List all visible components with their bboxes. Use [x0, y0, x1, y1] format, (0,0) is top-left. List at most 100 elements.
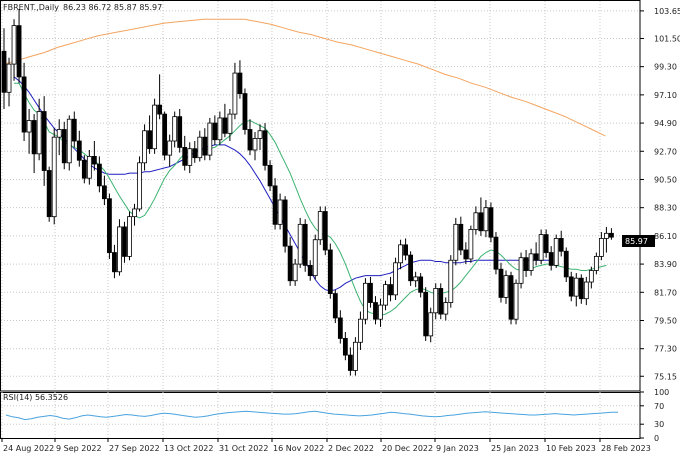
candle-body-bear — [403, 244, 409, 256]
candle-body-bear — [31, 120, 37, 155]
candle — [237, 60, 243, 99]
rsi-polyline — [5, 410, 618, 421]
candle-body-bear — [347, 354, 353, 371]
candle-body-bull — [277, 199, 283, 225]
candle-body-bear — [287, 245, 293, 282]
candle-body-bear — [282, 199, 288, 247]
candle-body-bear — [388, 284, 393, 296]
price-tick-label: 99.30 — [654, 63, 677, 72]
candle — [463, 242, 469, 265]
candle — [363, 278, 368, 325]
candle-body-bear — [488, 207, 494, 238]
rsi-tick-label: 30 — [654, 420, 664, 429]
candle — [302, 219, 308, 272]
candle — [483, 199, 489, 238]
candle-body-bull — [207, 122, 213, 156]
candle-body-bear — [182, 147, 188, 166]
candle — [528, 248, 534, 276]
candle — [373, 296, 378, 325]
candle — [177, 108, 183, 153]
price-tick-label: 79.50 — [654, 316, 677, 325]
candle — [56, 119, 62, 156]
candle — [573, 273, 579, 307]
last-price-tag — [622, 235, 655, 247]
candle — [172, 111, 178, 148]
candle — [393, 257, 398, 300]
candle-body-bull — [11, 25, 17, 65]
candle-body-bull — [443, 302, 449, 315]
candle — [232, 62, 238, 120]
candle — [262, 123, 268, 171]
candle — [192, 141, 198, 163]
rsi-grid — [0, 392, 641, 439]
candle — [508, 271, 514, 325]
candle — [46, 166, 52, 222]
candle-body-bull — [117, 226, 122, 273]
candle — [468, 225, 474, 263]
candle — [588, 266, 594, 289]
candle — [36, 98, 42, 161]
candle-body-bull — [553, 238, 559, 266]
candle — [438, 283, 444, 320]
candle-body-bear — [558, 238, 564, 252]
candle — [91, 141, 97, 171]
candle-body-bear — [337, 317, 343, 339]
candle — [352, 337, 358, 376]
candle-body-bull — [86, 155, 92, 179]
candle — [327, 243, 333, 299]
candle — [448, 255, 454, 308]
rsi-tick-label: 100 — [654, 388, 669, 397]
candle-body-bull — [453, 223, 459, 261]
candle-body-bull — [197, 136, 203, 159]
candle — [604, 226, 609, 253]
candle — [347, 347, 353, 376]
candle — [408, 251, 414, 286]
candle-body-bull — [363, 282, 368, 320]
candle — [207, 117, 213, 161]
candle — [61, 121, 67, 170]
candle-body-bull — [167, 140, 173, 156]
candle — [538, 229, 544, 265]
candle-body-bull — [6, 63, 12, 93]
candle-body-bear — [548, 252, 554, 266]
candle-body-bull — [232, 72, 238, 115]
candle — [252, 132, 258, 161]
candle-body-bull — [604, 232, 609, 239]
candle-body-bear — [493, 236, 499, 270]
candle-body-bull — [187, 148, 193, 166]
candle-body-bull — [538, 234, 544, 261]
candle-body-bull — [583, 281, 589, 300]
price-tick-label: 103.65 — [654, 7, 680, 16]
candle — [76, 130, 82, 167]
candle-body-bear — [568, 276, 574, 297]
rsi-label: RSI(14) 56.3526 — [3, 393, 68, 402]
candle — [41, 96, 47, 186]
candle — [102, 175, 107, 206]
candle-body-bear — [177, 116, 183, 148]
price-tick-label: 90.50 — [654, 175, 677, 184]
candle — [317, 206, 323, 245]
candle-body-bear — [342, 338, 348, 356]
candle — [26, 108, 32, 154]
candle-body-bull — [137, 162, 142, 210]
candle-body-bull — [227, 113, 233, 134]
candle — [217, 111, 223, 145]
candle-body-bear — [46, 170, 52, 218]
rsi-tick-label: 70 — [654, 402, 664, 411]
rsi-axis: 100 70 30 0 — [640, 388, 669, 443]
candle-body-bull — [66, 118, 72, 164]
candle — [518, 252, 524, 289]
candle — [187, 142, 193, 174]
price-tick-label: 97.10 — [654, 91, 677, 100]
candle — [322, 206, 328, 256]
candle-body-bear — [373, 302, 378, 320]
candle — [267, 160, 273, 192]
candle — [81, 155, 87, 184]
candle-body-bull — [378, 304, 383, 320]
candle-body-bear — [112, 252, 117, 273]
candle — [548, 246, 554, 271]
candle — [127, 211, 132, 261]
candle — [358, 311, 363, 350]
candle-body-bear — [91, 155, 97, 165]
candle-body-bear — [222, 117, 228, 134]
